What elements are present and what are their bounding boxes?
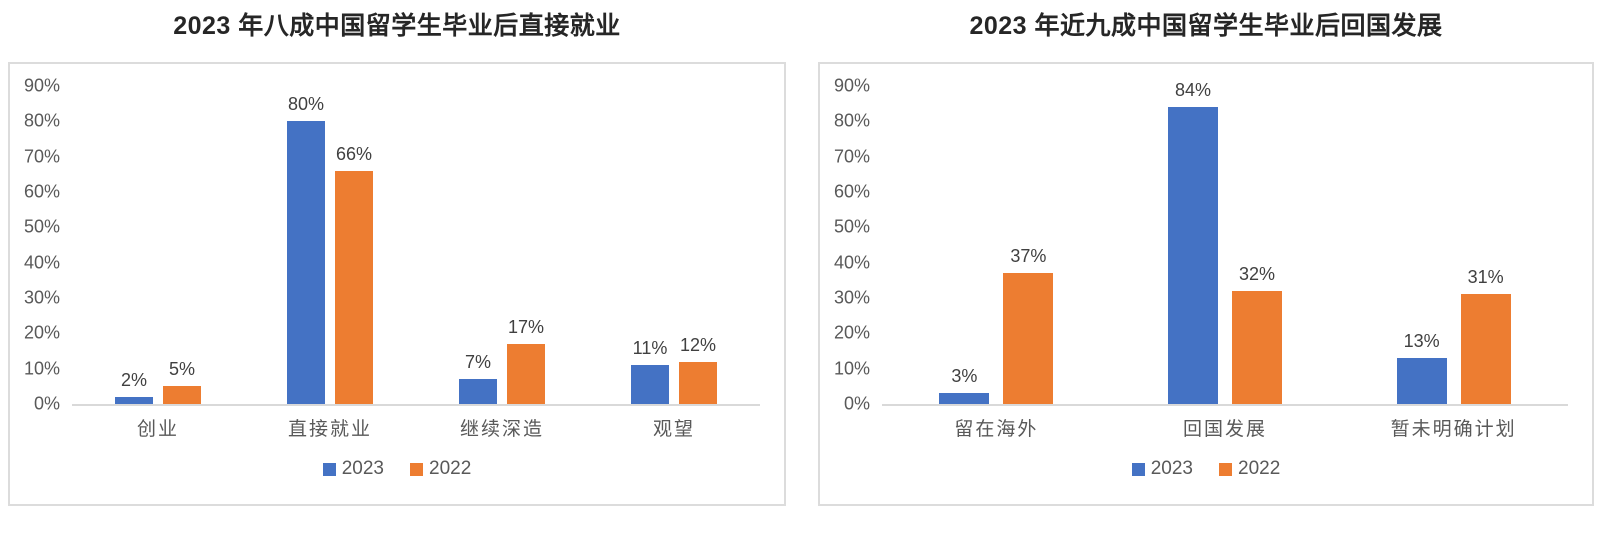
bar-2022: 31% bbox=[1460, 267, 1511, 404]
y-axis-tick: 60% bbox=[833, 181, 870, 202]
bar-2022: 66% bbox=[335, 144, 373, 404]
legend-label: 2022 bbox=[1238, 458, 1281, 479]
bar-value-label: 32% bbox=[1238, 263, 1276, 284]
right-chart-panel: 90% 80% 70% 60% 50% 40% 30% 20% 10% 0% 3% 37% 84% 32%… bbox=[818, 62, 1594, 506]
left-chart-panel: 90% 80% 70% 60% 50% 40% 30% 20% 10% 0% 2% 5% 80% 66% 7… bbox=[8, 62, 786, 506]
legend-label: 2023 bbox=[341, 458, 384, 479]
x-axis: 创业 直接就业 继续深造 观望 bbox=[72, 414, 760, 441]
bar-group: 2% 5% bbox=[72, 86, 244, 404]
legend-item: 2022 bbox=[410, 458, 471, 480]
y-axis-tick: 0% bbox=[843, 393, 870, 414]
plot-area: 3% 37% 84% 32% 13% 31% bbox=[882, 80, 1568, 406]
bar-value-label: 2% bbox=[120, 369, 148, 390]
bar-2022: 32% bbox=[1232, 264, 1282, 404]
bar-value-label: 84% bbox=[1174, 80, 1212, 101]
bar-2023: 7% bbox=[459, 352, 497, 404]
right-chart: 90% 80% 70% 60% 50% 40% 30% 20% 10% 0% 3% 37% 84% 32%… bbox=[820, 64, 1592, 504]
bar-value-label: 31% bbox=[1467, 267, 1504, 288]
y-axis-tick: 80% bbox=[833, 110, 870, 131]
bar-2023: 11% bbox=[631, 338, 669, 404]
legend-item: 2023 bbox=[1131, 458, 1193, 480]
bar-2023: 84% bbox=[1168, 80, 1218, 404]
left-chart: 90% 80% 70% 60% 50% 40% 30% 20% 10% 0% 2% 5% 80% 66% 7… bbox=[10, 64, 784, 504]
bar-value-label: 66% bbox=[335, 143, 373, 164]
y-axis-tick: 70% bbox=[23, 146, 60, 167]
bar-group: 11% 12% bbox=[588, 86, 760, 404]
bar-2022: 12% bbox=[679, 335, 717, 404]
y-axis-tick: 40% bbox=[23, 252, 60, 273]
legend: 2023 2022 bbox=[10, 458, 784, 480]
legend-swatch bbox=[322, 462, 336, 476]
legend-swatch bbox=[1219, 462, 1232, 476]
x-axis-category-label: 回国发展 bbox=[1183, 419, 1268, 440]
y-axis-tick: 50% bbox=[23, 216, 60, 237]
y-axis-tick: 10% bbox=[833, 358, 870, 379]
bar-value-label: 5% bbox=[168, 359, 196, 380]
y-axis-tick: 90% bbox=[23, 75, 60, 96]
x-axis: 留在海外 回国发展 暂未明确计划 bbox=[882, 414, 1568, 441]
x-axis-category-label: 直接就业 bbox=[287, 419, 372, 440]
bar-value-label: 17% bbox=[507, 316, 545, 337]
right-chart-title: 2023 年近九成中国留学生毕业后回国发展 bbox=[969, 12, 1443, 40]
bar-group: 13% 31% bbox=[1339, 86, 1568, 404]
bar-value-label: 37% bbox=[1010, 246, 1047, 267]
bar-value-label: 80% bbox=[287, 94, 325, 115]
bar-2023: 2% bbox=[115, 370, 153, 404]
x-axis-category-label: 暂未明确计划 bbox=[1390, 419, 1517, 440]
y-axis-tick: 10% bbox=[23, 358, 60, 379]
y-axis-tick: 0% bbox=[33, 393, 60, 414]
y-axis-tick: 50% bbox=[833, 216, 870, 237]
bar-2022: 17% bbox=[507, 317, 545, 404]
y-axis-tick: 20% bbox=[23, 322, 60, 343]
bar-2022: 5% bbox=[163, 359, 201, 404]
legend-swatch bbox=[1131, 462, 1145, 476]
legend-item: 2023 bbox=[322, 458, 384, 480]
bar-2022: 37% bbox=[1003, 246, 1054, 404]
y-axis-tick: 70% bbox=[833, 146, 870, 167]
bar-value-label: 13% bbox=[1403, 331, 1440, 352]
bar-2023: 13% bbox=[1396, 331, 1447, 404]
y-axis-tick: 60% bbox=[23, 181, 60, 202]
bar-group: 80% 66% bbox=[244, 86, 416, 404]
y-axis-tick: 20% bbox=[833, 322, 870, 343]
legend-label: 2022 bbox=[429, 458, 472, 479]
bar-2023: 3% bbox=[939, 366, 990, 404]
left-chart-title: 2023 年八成中国留学生毕业后直接就业 bbox=[173, 12, 621, 40]
bar-value-label: 11% bbox=[632, 338, 668, 359]
bar-2023: 80% bbox=[287, 94, 325, 404]
legend-item: 2022 bbox=[1219, 458, 1280, 480]
bar-group: 7% 17% bbox=[416, 86, 588, 404]
bar-group: 3% 37% bbox=[882, 86, 1111, 404]
legend: 2023 2022 bbox=[820, 458, 1592, 480]
x-axis-category-label: 观望 bbox=[652, 419, 695, 440]
bar-group: 84% 32% bbox=[1111, 80, 1340, 404]
bar-value-label: 7% bbox=[464, 352, 492, 373]
legend-swatch bbox=[410, 462, 423, 476]
y-axis-tick: 30% bbox=[23, 287, 60, 308]
y-axis-tick: 30% bbox=[833, 287, 870, 308]
x-axis-category-label: 留在海外 bbox=[954, 419, 1039, 440]
y-axis-tick: 80% bbox=[23, 110, 60, 131]
bar-value-label: 12% bbox=[679, 334, 717, 355]
y-axis: 90% 80% 70% 60% 50% 40% 30% 20% 10% 0% bbox=[10, 76, 64, 414]
x-axis-category-label: 继续深造 bbox=[459, 419, 544, 440]
plot-area: 2% 5% 80% 66% 7% 17% 11% 12% bbox=[72, 86, 760, 406]
y-axis-tick: 90% bbox=[833, 75, 870, 96]
legend-label: 2023 bbox=[1150, 458, 1193, 479]
y-axis-tick: 40% bbox=[833, 252, 870, 273]
y-axis: 90% 80% 70% 60% 50% 40% 30% 20% 10% 0% bbox=[820, 76, 874, 414]
bar-value-label: 3% bbox=[951, 366, 978, 387]
x-axis-category-label: 创业 bbox=[136, 419, 179, 440]
